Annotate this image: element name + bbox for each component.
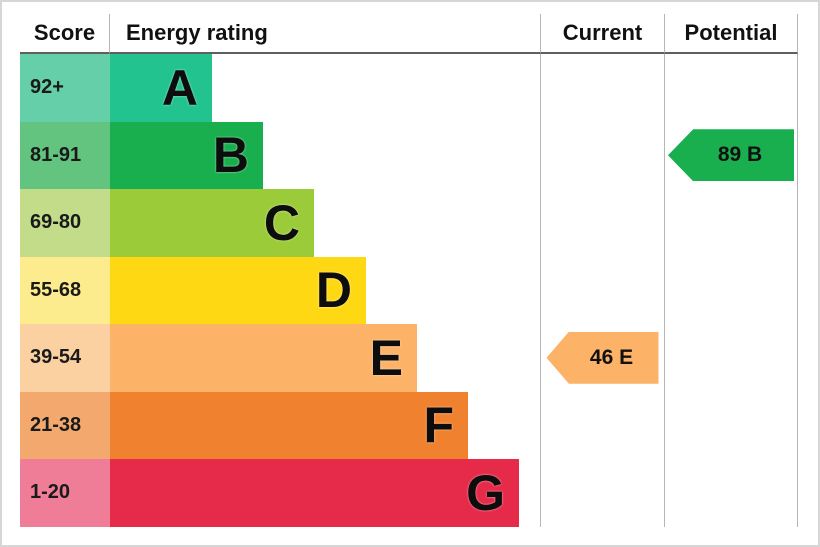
- current-cell-f: [540, 391, 664, 459]
- current-rating-arrow: 46 E: [546, 331, 659, 384]
- rating-letter-f: F: [423, 397, 454, 454]
- rating-bar-area-f: F: [110, 391, 540, 459]
- rating-letter-g: G: [466, 464, 505, 521]
- rating-bar-area-e: E: [110, 324, 540, 392]
- rating-bar-c: C: [110, 189, 314, 257]
- rating-bar-d: D: [110, 256, 366, 324]
- current-cell-e: 46 E: [540, 324, 664, 392]
- rating-bar-area-d: D: [110, 256, 540, 324]
- rating-letter-c: C: [263, 194, 300, 251]
- score-cell-b: 81-91: [20, 121, 110, 189]
- rating-letter-a: A: [161, 59, 198, 116]
- current-column-header: Current: [540, 14, 664, 54]
- score-cell-c: 69-80: [20, 189, 110, 257]
- rating-bar-area-a: A: [110, 54, 540, 122]
- score-cell-d: 55-68: [20, 256, 110, 324]
- score-column-header: Score: [20, 14, 110, 54]
- rating-bar-e: E: [110, 324, 417, 392]
- potential-rating-label: 89 B: [717, 143, 763, 167]
- current-cell-b: [540, 121, 664, 189]
- rating-bar-a: A: [110, 54, 212, 122]
- potential-cell-f: [664, 391, 798, 459]
- potential-cell-e: [664, 324, 798, 392]
- potential-rating-arrow: 89 B: [668, 129, 794, 182]
- score-cell-a: 92+: [20, 54, 110, 122]
- rating-bar-area-g: G: [110, 459, 540, 527]
- score-cell-f: 21-38: [20, 391, 110, 459]
- rating-bar-g: G: [110, 459, 519, 527]
- rating-bar-area-c: C: [110, 189, 540, 257]
- rating-letter-d: D: [315, 262, 352, 319]
- current-cell-d: [540, 256, 664, 324]
- rating-letter-b: B: [212, 127, 249, 184]
- current-cell-a: [540, 54, 664, 122]
- energy-rating-column-header: Energy rating: [110, 14, 540, 54]
- potential-cell-g: [664, 459, 798, 527]
- current-cell-g: [540, 459, 664, 527]
- epc-table: Score Energy rating Current Potential 92…: [20, 14, 800, 527]
- potential-cell-b: 89 B: [664, 121, 798, 189]
- rating-bar-area-b: B: [110, 121, 540, 189]
- potential-cell-d: [664, 256, 798, 324]
- rating-letter-e: E: [369, 329, 403, 386]
- potential-cell-a: [664, 54, 798, 122]
- rating-bar-b: B: [110, 121, 263, 189]
- current-cell-c: [540, 189, 664, 257]
- potential-column-header: Potential: [664, 14, 798, 54]
- rating-bar-f: F: [110, 391, 468, 459]
- current-rating-label: 46 E: [589, 345, 634, 369]
- potential-cell-c: [664, 189, 798, 257]
- score-cell-g: 1-20: [20, 459, 110, 527]
- score-cell-e: 39-54: [20, 324, 110, 392]
